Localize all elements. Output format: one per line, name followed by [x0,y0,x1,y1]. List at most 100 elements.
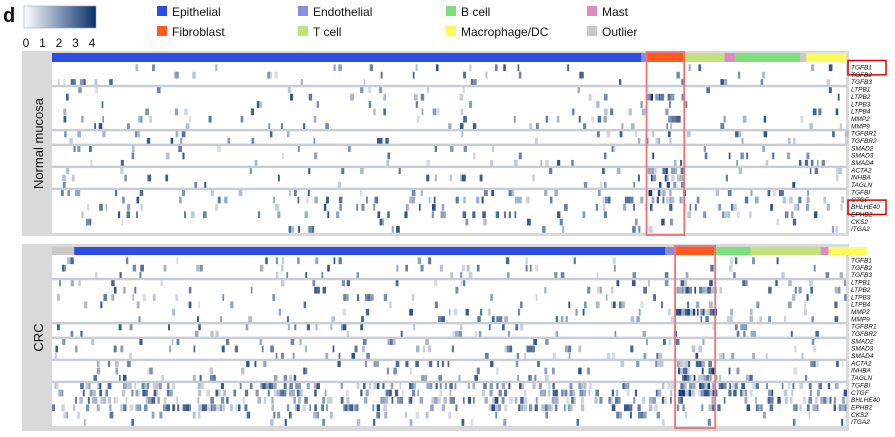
heatmap-cell [709,308,714,316]
heatmap-cell [667,130,671,138]
heatmap-cell [679,360,682,368]
heatmap-cell [155,382,159,390]
heatmap-cell [569,382,573,390]
heatmap-cell [736,330,740,338]
heatmap-cell [305,272,308,279]
heatmap-cell [179,196,182,204]
heatmap-cell [709,389,713,397]
heatmap-cell [758,404,761,412]
heatmap-cell [789,397,793,404]
heatmap-cell [360,86,364,94]
heatmap-cell [462,211,467,219]
heatmap-cell [702,308,705,316]
heatmap-cell [605,294,608,301]
heatmap-cell [841,404,845,412]
gene-label: TGFBR2 [851,138,877,145]
heatmap-area [52,247,846,426]
heatmap-cell [322,419,325,426]
heatmap-cell [124,174,127,182]
heatmap-cell [698,374,701,382]
heatmap-cell [308,167,311,175]
heatmap-cell [792,218,797,226]
heatmap-cell [722,352,725,360]
heatmap-cell [708,360,711,368]
heatmap-cell [431,397,435,404]
heatmap-cell [738,130,742,138]
heatmap-cell [655,360,658,368]
heatmap-cell [538,382,542,390]
heatmap-cell [274,71,278,79]
gene-label: MMP9 [851,123,870,130]
heatmap-cell [77,145,81,152]
heatmap-cell [346,330,349,338]
heatmap-cell [535,397,538,404]
heatmap-cell [720,382,724,390]
heatmap-cell [126,204,131,211]
heatmap-cell [219,404,223,412]
heatmap-cell [508,211,511,219]
heatmap-cell [362,338,367,345]
heatmap-cell [426,174,430,182]
heatmap-cell [425,411,429,419]
heatmap-cell [800,115,804,123]
heatmap-cell [380,137,383,145]
heatmap-cell [630,196,634,204]
heatmap-cell [227,137,231,145]
heatmap-cell [478,330,482,338]
heatmap-cell [57,294,60,301]
heatmap-cell [649,204,653,211]
heatmap-cell [303,301,307,309]
heatmap-cell [814,404,817,412]
heatmap-cell [718,382,721,390]
heatmap-cell [724,211,728,219]
heatmap-cell [465,218,469,226]
heatmap-cell [494,211,497,219]
heatmap-cell [659,181,662,189]
heatmap-cell [653,294,656,301]
heatmap-cell [490,294,493,301]
heatmap-cell [391,226,394,233]
heatmap-cell [712,382,715,390]
heatmap-cell [263,397,267,404]
heatmap-cell [793,367,798,375]
heatmap-cell [720,123,725,130]
heatmap-cell [676,71,680,79]
heatmap-cell [129,404,134,412]
heatmap-cell [315,257,319,265]
heatmap-cell [379,86,383,94]
heatmap-cell [789,196,793,204]
heatmap-cell [52,404,56,412]
heatmap-cell [99,389,102,397]
heatmap-cell [224,196,228,204]
heatmap-cell [501,397,505,404]
heatmap-cell [472,152,476,160]
heatmap-cell [806,196,810,204]
heatmap-cell [438,374,442,382]
heatmap-cell [729,382,731,390]
heatmap-cell [655,389,658,397]
heatmap-cell [379,218,383,226]
heatmap-cell [463,115,467,123]
heatmap-cell [770,397,774,404]
heatmap-cell [668,308,671,316]
heatmap-cell [710,360,712,368]
heatmap-cell [474,374,479,382]
heatmap-cell [327,211,330,219]
heatmap-cell [534,374,537,382]
heatmap-cell [634,218,638,226]
heatmap-cell [488,323,491,331]
heatmap-cell [468,272,473,279]
cell-type-segment-epithelial [52,53,642,62]
heatmap-cell [134,286,137,294]
heatmap-cell [339,196,343,204]
heatmap-cell [679,286,683,294]
heatmap-cell [823,196,827,204]
heatmap-cell [684,279,687,287]
heatmap-cell [611,404,616,412]
heatmap-cell [569,389,573,397]
heatmap-cell [299,389,303,397]
heatmap-cell [529,123,533,130]
heatmap-cell [481,389,485,397]
heatmap-cell [437,360,439,368]
